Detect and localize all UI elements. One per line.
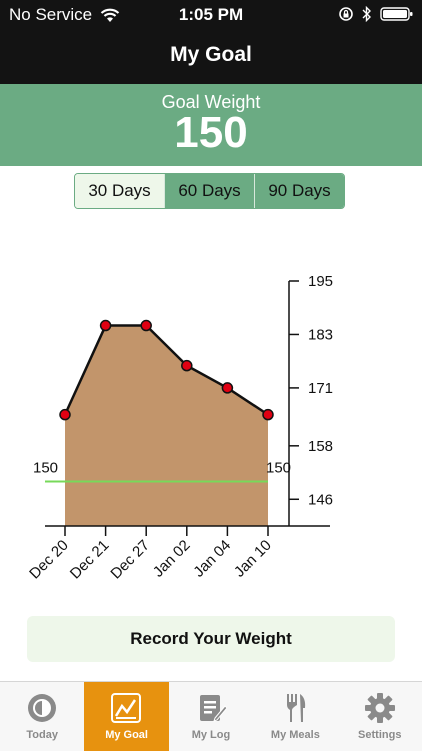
weight-point [221, 382, 234, 394]
range-segmented-control: 30 Days 60 Days 90 Days [74, 173, 345, 209]
x-tick-label: Jan 04 [190, 537, 234, 581]
tab-my-log[interactable]: My Log [169, 682, 253, 751]
goal-weight-value: 150 [174, 108, 248, 157]
goal-label-left: 150 [33, 459, 58, 476]
log-icon [199, 695, 227, 722]
weight-point [181, 359, 193, 372]
clock: 1:05 PM [178, 5, 244, 24]
tab-my-goal-label: My Goal [105, 729, 148, 741]
x-tick-label: Dec 27 [107, 537, 153, 583]
page-title: My Goal [170, 43, 252, 66]
rotation-lock-icon [339, 7, 353, 21]
y-tick-label: 171 [308, 380, 333, 397]
wifi-icon [100, 8, 120, 22]
meals-icon [287, 694, 306, 722]
range-60-days[interactable]: 60 Days [164, 174, 254, 208]
y-tick-label: 195 [308, 273, 333, 290]
y-tick-label: 183 [308, 326, 333, 343]
weight-point [140, 319, 152, 332]
goal-chart-icon [111, 693, 142, 723]
range-30-days[interactable]: 30 Days [75, 174, 164, 208]
x-tick-label: Jan 10 [231, 537, 275, 581]
status-bar: No Service 1:05 PM [0, 0, 422, 30]
tab-my-meals[interactable]: My Meals [253, 682, 337, 751]
record-weight-button[interactable]: Record Your Weight [27, 616, 395, 662]
tab-bar: Today My Goal My Log My Meals [0, 681, 422, 751]
tab-today[interactable]: Today [0, 682, 84, 751]
y-tick-label: 146 [308, 491, 333, 508]
goal-label-right: 150 [266, 459, 291, 476]
tab-my-meals-label: My Meals [270, 729, 320, 741]
carrier-info: No Service [9, 5, 120, 25]
x-tick-label: Dec 20 [26, 537, 72, 583]
x-tick-label: Dec 21 [67, 537, 113, 583]
today-icon [28, 694, 56, 722]
weight-line [63, 324, 269, 416]
tab-my-goal[interactable]: My Goal [84, 682, 169, 751]
x-tick-label: Jan 02 [150, 537, 194, 581]
battery-icon [380, 7, 413, 21]
weight-area [65, 325, 268, 526]
weight-chart: 150 150 Dec 20 Dec 21 Dec 27 Jan 02 Jan 04 Jan … [0, 250, 422, 600]
goal-weight-label: Goal Weight [161, 92, 261, 112]
carrier-label: No Service [9, 5, 93, 24]
bluetooth-icon [362, 6, 371, 22]
gear-icon [364, 693, 395, 723]
weight-point [99, 319, 112, 332]
y-tick-label: 158 [308, 438, 333, 455]
weight-point [59, 408, 71, 421]
goal-weight-banner: Goal Weight 150 [0, 84, 422, 166]
tab-today-label: Today [26, 729, 58, 741]
tab-my-log-label: My Log [191, 729, 231, 741]
tab-settings[interactable]: Settings [338, 682, 422, 751]
navigation-bar: My Goal [0, 30, 422, 84]
status-icons [338, 6, 414, 22]
tab-settings-label: Settings [358, 729, 402, 741]
weight-point [262, 408, 274, 421]
range-90-days[interactable]: 90 Days [254, 174, 344, 208]
